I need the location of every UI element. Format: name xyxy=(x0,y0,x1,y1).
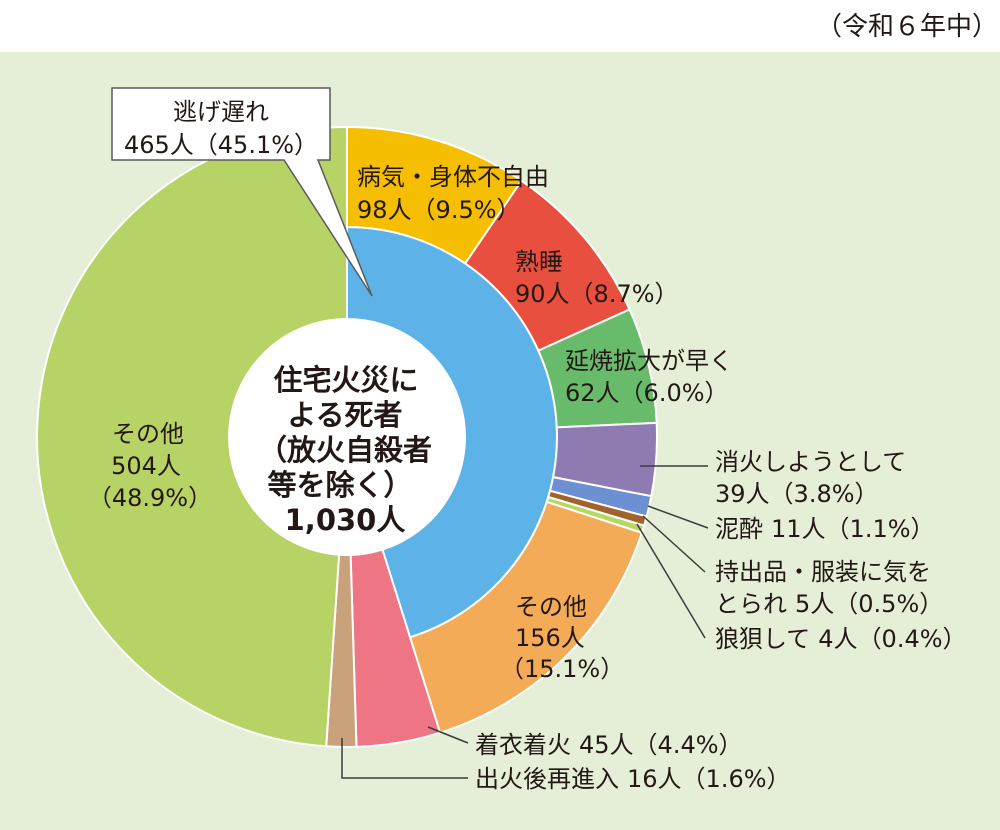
label-escape-delay-other-name: その他 xyxy=(515,593,587,621)
label-clothing-ignition: 着衣着火 45人（4.4%） xyxy=(475,731,743,759)
count-label: 90人 xyxy=(515,280,570,308)
center-label-total: 1,030人 xyxy=(285,503,406,537)
count-label: 465人 xyxy=(124,131,194,159)
name-label: 着衣着火 xyxy=(475,731,571,759)
leader-clothing-ignition xyxy=(427,726,469,744)
center-label: 住宅火災に よる死者 （放火自殺者 等を除く） 1,030人 xyxy=(258,363,432,537)
donut-slices xyxy=(36,125,658,748)
leader-panic xyxy=(636,523,706,639)
callout-name: 逃げ遅れ xyxy=(173,98,269,126)
percent-label: （0.5%） xyxy=(834,590,943,618)
leader-reentry xyxy=(341,738,468,779)
count-label: 4人 xyxy=(818,625,857,653)
count-label: 11人 xyxy=(771,515,826,543)
label-reentry: 出火後再進入 16人（1.6%） xyxy=(475,765,791,793)
center-label-line-2: よる死者 xyxy=(287,398,402,432)
label-extinguishing-value: 39人（3.8%） xyxy=(715,480,879,508)
callout-box xyxy=(111,87,373,297)
label-illness-disability-value: 98人（9.5%） xyxy=(357,196,521,224)
percent-label: （1.6%） xyxy=(682,765,791,793)
label-extinguishing-name: 消火しようとして xyxy=(715,448,906,476)
percent-label: （45.1%） xyxy=(194,131,318,159)
center-label-line-3: （放火自殺者 xyxy=(258,433,432,467)
name-label: 出火後再進入 xyxy=(475,765,619,793)
percent-label: （9.5%） xyxy=(412,196,521,224)
label-escape-delay-other-count: 156人 xyxy=(515,624,585,652)
count-label: 62人 xyxy=(565,379,620,407)
leader-belongings-clothing xyxy=(642,515,706,573)
center-label-line-4: 等を除く） xyxy=(267,468,412,502)
percent-label: （4.4%） xyxy=(634,731,743,759)
label-belongings-clothing-name: 持出品・服装に気を xyxy=(715,558,931,586)
percent-label: （8.7%） xyxy=(570,280,679,308)
label-rapid-spread-name: 延焼拡大が早く xyxy=(565,347,733,375)
label-other-name: その他 xyxy=(112,420,184,448)
count-label: 45人 xyxy=(579,731,634,759)
label-illness-disability-name: 病気・身体不自由 xyxy=(357,163,549,191)
name-label: 狼狽して xyxy=(715,625,810,653)
label-deep-sleep-name: 熟睡 xyxy=(515,248,563,276)
leader-lines xyxy=(341,465,709,779)
label-deep-sleep-value: 90人（8.7%） xyxy=(515,280,679,308)
leader-intoxication xyxy=(647,505,709,529)
label-other-percent: （48.9%） xyxy=(88,484,212,512)
label-belongings-clothing-value: とられ 5人（0.5%） xyxy=(715,590,943,618)
percent-label: （3.8%） xyxy=(770,480,879,508)
count-label: 5人 xyxy=(795,590,834,618)
callout-escape-delay: 逃げ遅れ 465人（45.1%） xyxy=(111,87,373,297)
label-escape-delay-other-percent: （15.1%） xyxy=(500,655,624,683)
percent-label: （0.4%） xyxy=(858,625,967,653)
center-label-line-1: 住宅火災に xyxy=(273,363,418,397)
percent-label: （1.1%） xyxy=(826,515,935,543)
label-rapid-spread-value: 62人（6.0%） xyxy=(565,379,729,407)
percent-label: （6.0%） xyxy=(620,379,729,407)
slice-labels: 病気・身体不自由 98人（9.5%） 熟睡 90人（8.7%） 延焼拡大が早く … xyxy=(88,163,967,793)
name-label: とられ xyxy=(715,590,787,618)
label-other-count: 504人 xyxy=(111,452,181,480)
callout-value: 465人（45.1%） xyxy=(124,131,318,159)
name-label: 泥酔 xyxy=(715,515,763,543)
count-label: 39人 xyxy=(715,480,770,508)
period-note: （令和６年中） xyxy=(816,12,998,42)
count-label: 16人 xyxy=(627,765,682,793)
center-hole xyxy=(229,319,465,555)
count-label: 98人 xyxy=(357,196,412,224)
label-panic: 狼狽して 4人（0.4%） xyxy=(715,625,967,653)
label-intoxication: 泥酔 11人（1.1%） xyxy=(715,515,935,543)
